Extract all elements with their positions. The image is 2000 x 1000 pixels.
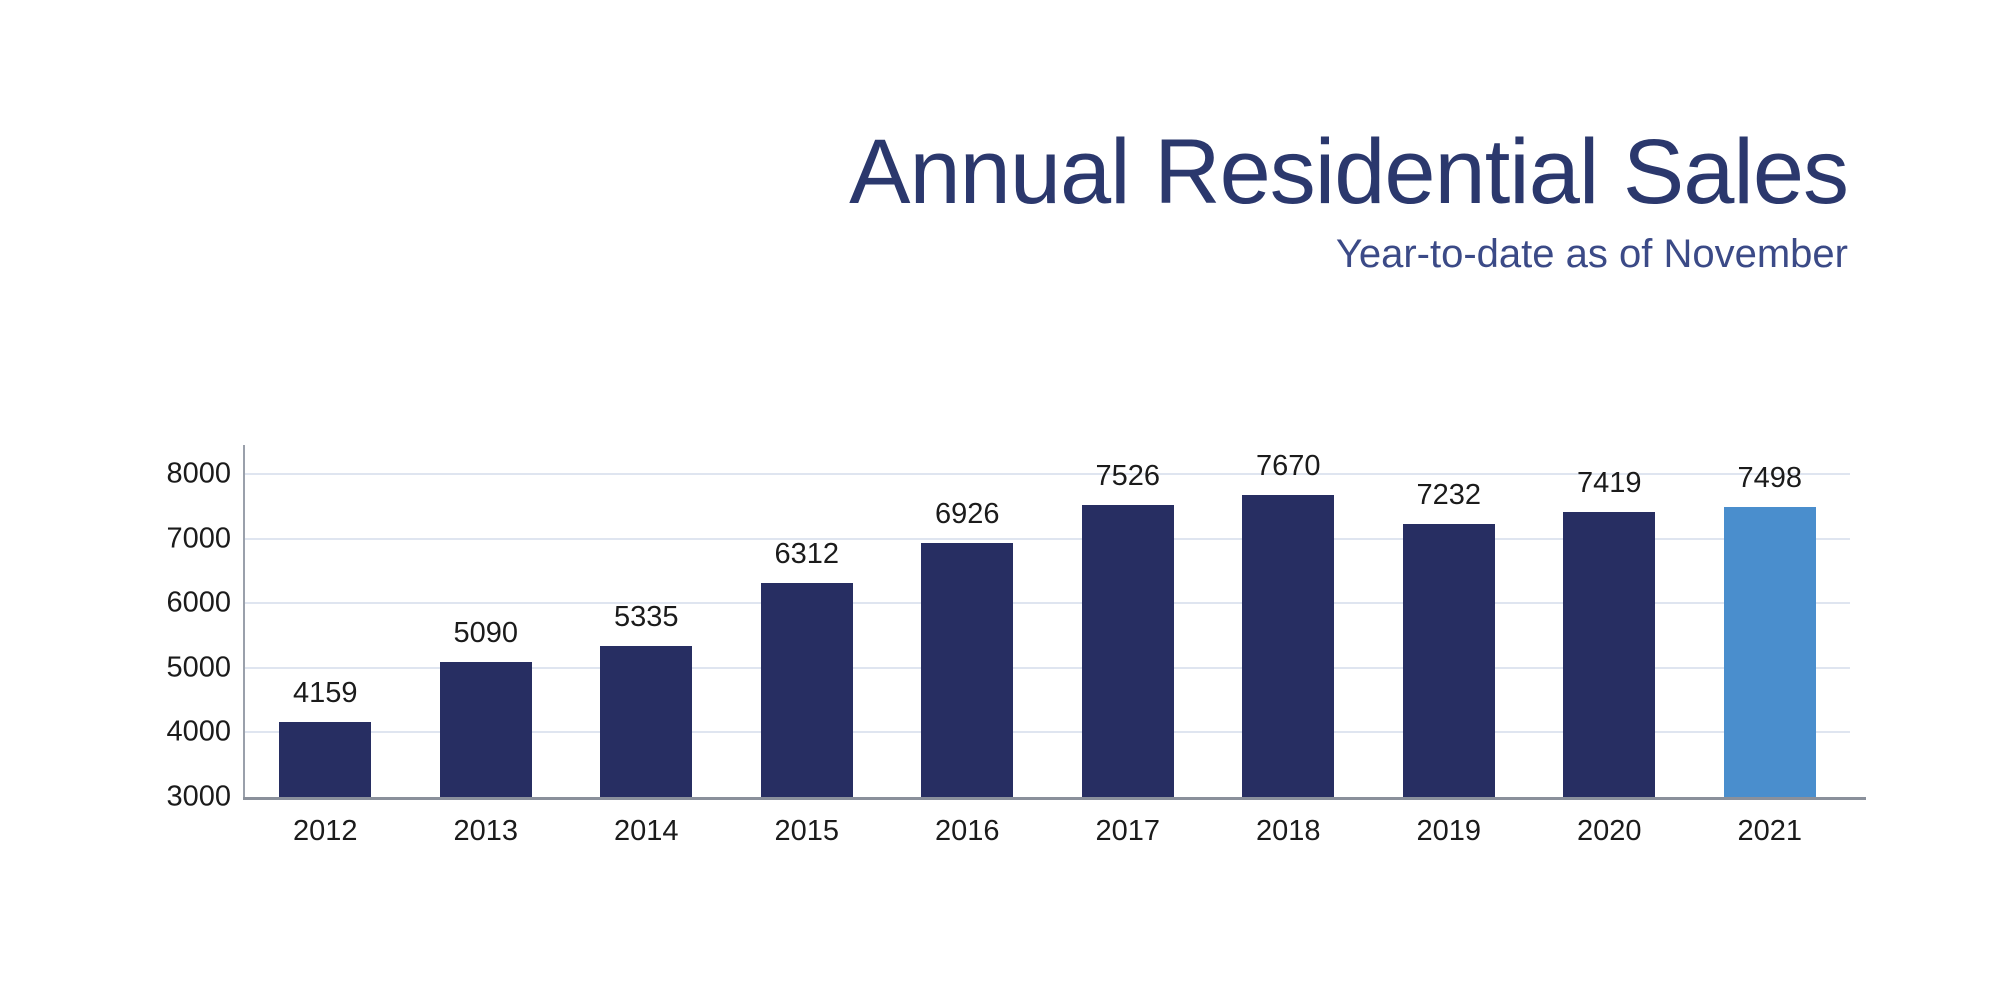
y-tick-4000: 4000: [166, 715, 231, 748]
x-tick-2016: 2016: [934, 815, 1000, 847]
y-axis-line: [243, 445, 245, 797]
x-tick-2013: 2013: [453, 815, 518, 847]
bar-chart-plot: 3000 4000 5000 6000 7000 8000 4159 5090 5335 631…: [166, 445, 1866, 846]
bar-2016: [921, 543, 1014, 797]
bar-2020: [1563, 511, 1656, 797]
gridline-8000: [245, 473, 1850, 476]
bar-2012: [279, 722, 372, 797]
bar-value-label-2019: 7232: [1416, 478, 1481, 511]
gridline-7000: [245, 537, 1850, 540]
y-tick-7000: 7000: [166, 522, 231, 555]
bar-value-label-2020: 7419: [1576, 466, 1642, 499]
x-axis-line: [243, 797, 1866, 800]
y-tick-8000: 8000: [166, 457, 231, 490]
bar-2021: [1723, 506, 1816, 797]
bar-value-label-2021: 7498: [1737, 461, 1802, 494]
gridline-6000: [245, 602, 1850, 605]
bar-2017: [1081, 504, 1174, 797]
chart-title: Annual Residential Sales: [849, 121, 1849, 223]
bar-2018: [1242, 495, 1335, 797]
x-tick-2014: 2014: [613, 815, 679, 847]
bar-2014: [600, 646, 693, 797]
x-tick-2019: 2019: [1416, 815, 1481, 847]
bar-value-label-2016: 6926: [934, 498, 1000, 531]
x-tick-2015: 2015: [774, 815, 839, 847]
bar-value-label-2014: 5335: [613, 601, 679, 634]
x-tick-2020: 2020: [1576, 815, 1642, 847]
bar-value-label-2015: 6312: [774, 538, 839, 571]
bar-2013: [439, 662, 532, 797]
bar-value-label-2013: 5090: [453, 617, 518, 650]
bar-value-label-2012: 4159: [292, 677, 358, 710]
gridline-4000: [245, 731, 1850, 734]
y-tick-5000: 5000: [166, 651, 231, 684]
bar-value-label-2018: 7670: [1255, 450, 1321, 483]
bar-value-label-2017: 7526: [1095, 459, 1160, 492]
y-tick-6000: 6000: [166, 586, 231, 619]
x-tick-2021: 2021: [1737, 815, 1802, 847]
chart-subtitle: Year-to-date as of November: [1335, 232, 1848, 276]
x-tick-2012: 2012: [292, 815, 358, 847]
gridline-5000: [245, 666, 1850, 669]
x-tick-2017: 2017: [1095, 815, 1160, 847]
bar-2015: [760, 583, 853, 797]
chart-header: Annual Residential Sales Year-to-date as…: [849, 121, 1849, 276]
x-tick-2018: 2018: [1255, 815, 1321, 847]
y-tick-3000: 3000: [166, 780, 231, 813]
bar-2019: [1402, 523, 1495, 797]
